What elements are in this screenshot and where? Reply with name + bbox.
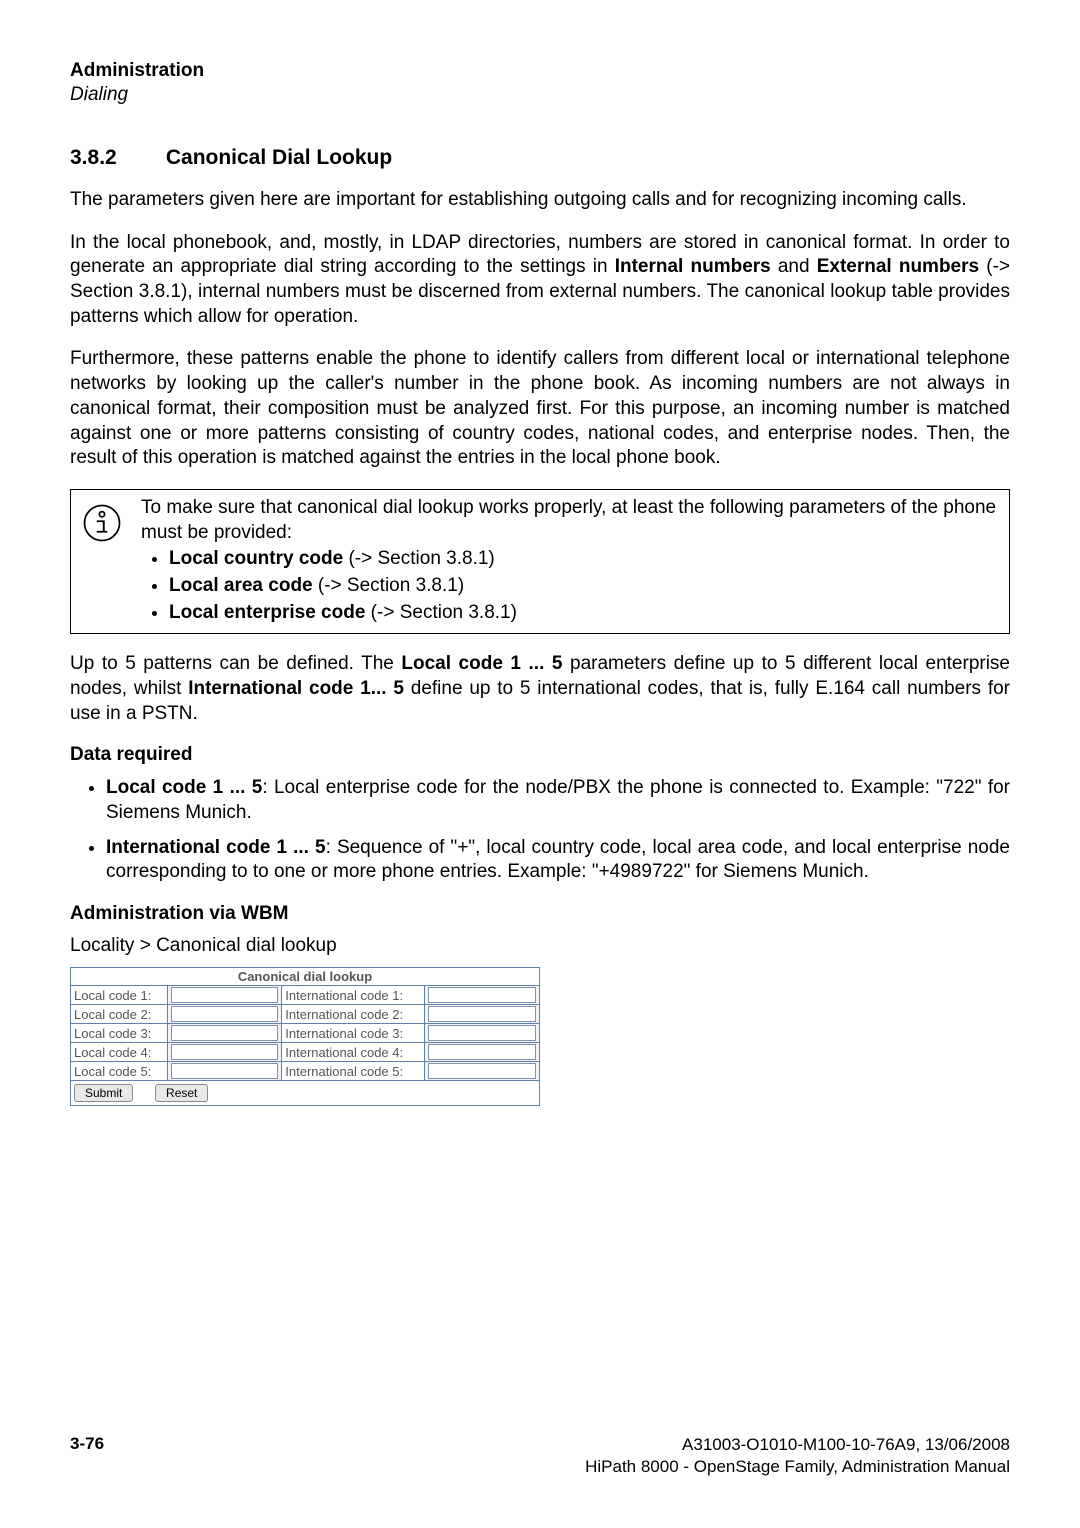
paragraph-1: The parameters given here are important … [70,188,1010,213]
section-number: 3.8.2 [70,146,160,170]
note-item-b: Local country code [169,548,343,569]
paragraph-4: Up to 5 patterns can be defined. The Loc… [70,652,1010,726]
footer-doc-title: HiPath 8000 - OpenStage Family, Administ… [585,1456,1010,1478]
note-body: To make sure that canonical dial lookup … [141,496,999,627]
local-code-2-label: Local code 2: [71,1005,168,1024]
submit-button[interactable]: Submit [74,1084,133,1102]
local-code-5-label: Local code 5: [71,1062,168,1081]
data-required-list: Local code 1 ... 5: Local enterprise cod… [70,776,1010,885]
intl-code-1-input[interactable] [428,987,536,1003]
header-subtitle: Dialing [70,84,1010,106]
info-note-box: To make sure that canonical dial lookup … [70,489,1010,634]
p4-b1: Local code 1 ... 5 [401,653,562,674]
canonical-dial-lookup-form: Canonical dial lookup Local code 1: Inte… [70,967,540,1106]
header-title: Administration [70,60,1010,82]
intl-code-4-input[interactable] [428,1044,536,1060]
intl-code-2-input[interactable] [428,1006,536,1022]
data-required-heading: Data required [70,744,1010,766]
note-intro: To make sure that canonical dial lookup … [141,497,996,543]
info-icon [81,502,131,549]
local-code-1-input[interactable] [171,987,279,1003]
note-item: Local enterprise code (-> Section 3.8.1) [169,601,999,626]
footer-doc-id: A31003-O1010-M100-10-76A9, 13/06/2008 [585,1434,1010,1456]
paragraph-3: Furthermore, these patterns enable the p… [70,347,1010,470]
data-item-b: International code 1 ... 5 [106,837,326,858]
local-code-5-input[interactable] [171,1063,279,1079]
intl-code-1-label: International code 1: [282,986,425,1005]
local-code-2-input[interactable] [171,1006,279,1022]
p2-mid: and [771,256,817,277]
note-item-rest: (-> Section 3.8.1) [365,602,517,623]
intl-code-5-input[interactable] [428,1063,536,1079]
form-row: Local code 4: International code 4: [71,1043,540,1062]
form-row: Local code 3: International code 3: [71,1024,540,1043]
local-code-3-label: Local code 3: [71,1024,168,1043]
note-item-rest: (-> Section 3.8.1) [343,548,495,569]
wbm-heading: Administration via WBM [70,903,1010,925]
note-item-b: Local area code [169,575,313,596]
note-item-b: Local enterprise code [169,602,365,623]
form-button-row: Submit Reset [71,1081,540,1106]
local-code-4-input[interactable] [171,1044,279,1060]
breadcrumb: Locality > Canonical dial lookup [70,935,1010,957]
p4-pre: Up to 5 patterns can be defined. The [70,653,401,674]
data-item: International code 1 ... 5: Sequence of … [106,836,1010,885]
page-footer: 3-76 A31003-O1010-M100-10-76A9, 13/06/20… [70,1434,1010,1478]
local-code-4-label: Local code 4: [71,1043,168,1062]
note-item-rest: (-> Section 3.8.1) [313,575,465,596]
section-heading: 3.8.2 Canonical Dial Lookup [70,146,1010,170]
intl-code-2-label: International code 2: [282,1005,425,1024]
intl-code-3-label: International code 3: [282,1024,425,1043]
form-row: Local code 2: International code 2: [71,1005,540,1024]
form-caption: Canonical dial lookup [71,968,540,986]
form-row: Local code 1: International code 1: [71,986,540,1005]
page-number: 3-76 [70,1434,104,1454]
reset-button[interactable]: Reset [155,1084,208,1102]
p2-b1: Internal numbers [615,256,771,277]
form-row: Local code 5: International code 5: [71,1062,540,1081]
note-item: Local area code (-> Section 3.8.1) [169,574,999,599]
note-list: Local country code (-> Section 3.8.1) Lo… [141,547,999,625]
paragraph-2: In the local phonebook, and, mostly, in … [70,231,1010,330]
local-code-1-label: Local code 1: [71,986,168,1005]
p4-b2: International code 1... 5 [188,678,404,699]
local-code-3-input[interactable] [171,1025,279,1041]
p2-b2: External numbers [817,256,979,277]
data-item: Local code 1 ... 5: Local enterprise cod… [106,776,1010,825]
section-title: Canonical Dial Lookup [166,146,392,169]
data-item-b: Local code 1 ... 5 [106,777,262,798]
intl-code-4-label: International code 4: [282,1043,425,1062]
note-item: Local country code (-> Section 3.8.1) [169,547,999,572]
intl-code-3-input[interactable] [428,1025,536,1041]
intl-code-5-label: International code 5: [282,1062,425,1081]
